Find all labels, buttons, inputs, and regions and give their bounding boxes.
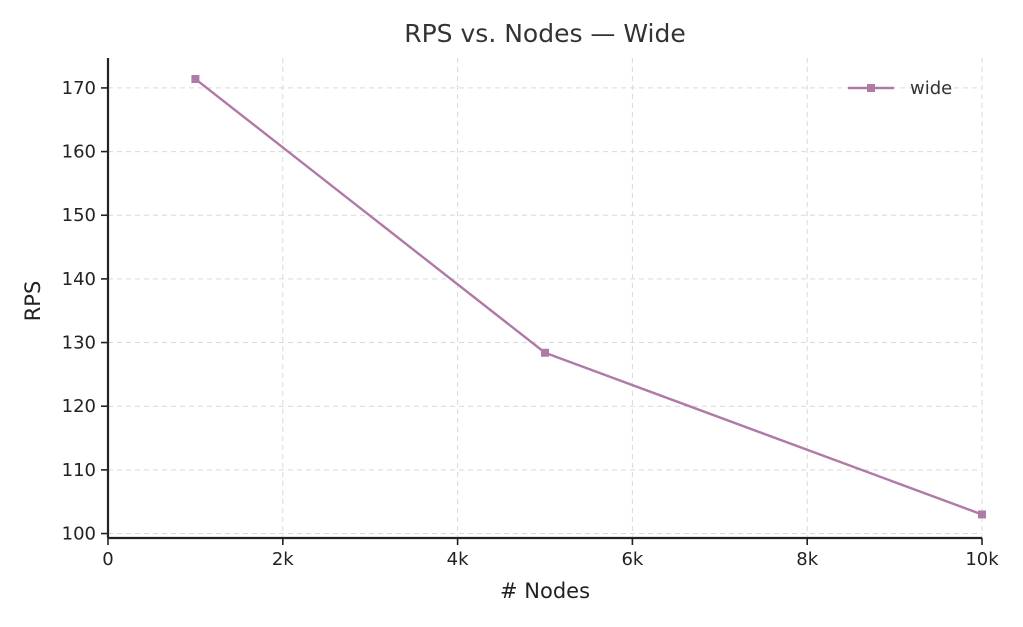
y-ticks-layer: 100 110 120 130 140 150 160 170 <box>62 78 108 545</box>
legend: wide <box>848 78 952 99</box>
data-point-marker <box>191 75 200 84</box>
data-point-marker <box>978 510 986 519</box>
legend-label: wide <box>910 78 952 99</box>
y-tick-label: 140 <box>62 269 96 290</box>
axes-layer <box>106 58 982 540</box>
x-tick-label: 4k <box>447 549 469 570</box>
series-layer <box>191 75 986 519</box>
chart-title: RPS vs. Nodes — Wide <box>404 19 686 48</box>
y-axis-label: RPS <box>21 281 45 322</box>
y-tick-label: 170 <box>62 78 96 99</box>
x-tick-label: 10k <box>965 549 999 570</box>
y-tick-label: 110 <box>62 460 96 481</box>
x-ticks-layer: 0 2k 4k 6k 8k 10k <box>102 538 999 570</box>
y-tick-label: 100 <box>62 524 96 545</box>
y-tick-label: 120 <box>62 396 96 417</box>
y-tick-label: 150 <box>62 205 96 226</box>
y-tick-label: 130 <box>62 333 96 354</box>
legend-marker <box>867 84 875 92</box>
x-tick-label: 0 <box>102 549 113 570</box>
y-tick-label: 160 <box>62 142 96 163</box>
data-point-marker <box>541 348 549 357</box>
grid-layer <box>108 58 983 538</box>
x-tick-label: 2k <box>272 549 294 570</box>
x-axis-label: # Nodes <box>500 579 590 603</box>
x-tick-label: 8k <box>796 549 818 570</box>
series-line-wide <box>194 78 983 516</box>
x-tick-label: 6k <box>621 549 643 570</box>
